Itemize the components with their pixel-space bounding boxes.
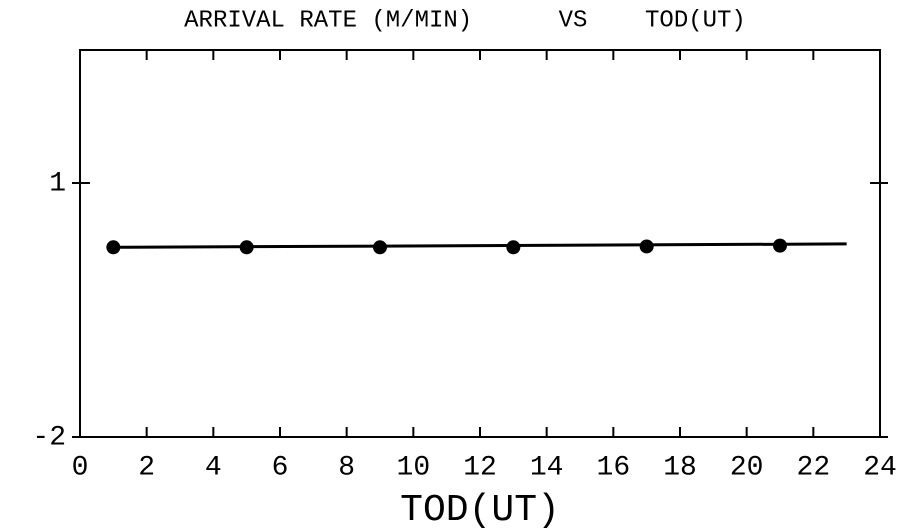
x-tick-label: 2 xyxy=(138,452,155,483)
x-tick-label: 16 xyxy=(597,452,631,483)
x-tick-label: 20 xyxy=(730,452,764,483)
x-tick-label: 8 xyxy=(338,452,355,483)
data-point xyxy=(239,240,254,255)
data-point xyxy=(773,238,787,253)
data-point xyxy=(373,240,387,255)
y-tick-label: -2 xyxy=(32,422,66,453)
y-tick-label: 1 xyxy=(49,168,66,199)
fit-line xyxy=(113,242,847,249)
x-axis-label: TOD(UT) xyxy=(400,489,560,529)
data-point xyxy=(639,239,654,254)
chart-title: ARRIVAL RATE (M/MIN) VS TOD(UT) xyxy=(184,7,746,34)
data-point xyxy=(106,240,121,255)
x-tick-label: 18 xyxy=(663,452,697,483)
x-tick-label: 0 xyxy=(72,452,89,483)
x-tick-label: 6 xyxy=(272,452,289,483)
x-tick-label: 10 xyxy=(397,452,431,483)
x-tick-label: 12 xyxy=(463,452,497,483)
data-point xyxy=(506,240,521,255)
x-tick-label: 24 xyxy=(863,452,897,483)
x-tick-label: 14 xyxy=(530,452,564,483)
x-tick-label: 4 xyxy=(205,452,222,483)
x-tick-label: 22 xyxy=(797,452,831,483)
